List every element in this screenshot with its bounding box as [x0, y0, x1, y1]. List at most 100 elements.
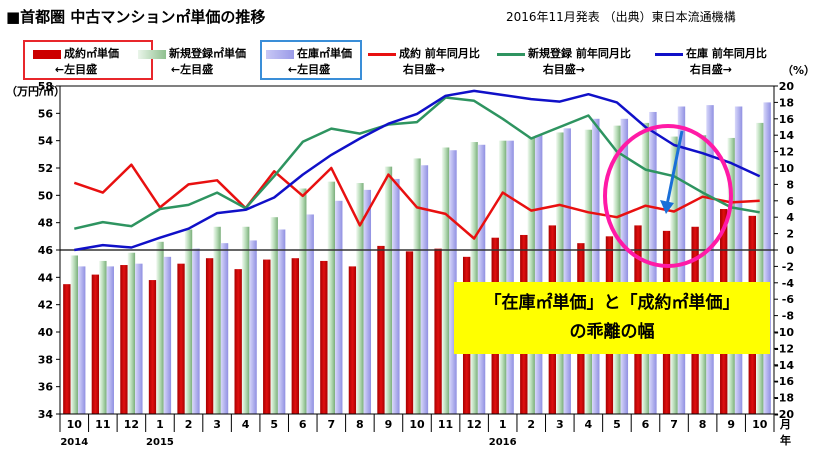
legend-item-new-listing-price: 新規登録㎡単価 ←左目盛: [138, 46, 246, 78]
x-tick-label: 1: [499, 418, 507, 431]
bar-new-listing-price: [498, 140, 507, 414]
left-axis-tick-label: 36: [38, 381, 54, 394]
right-axis-tick-label: -8: [782, 310, 794, 323]
x-year-label: 2016: [489, 437, 517, 448]
bar-contract-price: [434, 248, 442, 414]
bar-contract-price: [291, 258, 300, 414]
bar-contract-price: [205, 258, 214, 414]
left-axis-tick-label: 34: [38, 408, 54, 421]
x-tick-label: 8: [356, 418, 364, 431]
annotation-line-1: 「在庫㎡単価」と「成約㎡単価」: [484, 293, 740, 313]
right-axis-tick-label: 6: [786, 195, 794, 208]
bar-stock-price: [363, 189, 372, 414]
x-tick-label: 3: [213, 418, 221, 431]
bar-new-listing-price: [241, 226, 250, 414]
legend-swatch-new-listing-price: [138, 49, 166, 59]
bar-new-listing-price: [156, 241, 164, 414]
left-axis-tick-label: 44: [38, 271, 54, 284]
right-axis-tick-label: 18: [779, 96, 794, 109]
legend-label-stock-yoy: 在庫 前年同月比: [686, 47, 767, 60]
right-axis-tick-label: 4: [786, 211, 794, 224]
left-axis-tick-label: 46: [38, 244, 54, 257]
bar-contract-price: [120, 265, 128, 414]
x-year-label: 2014: [60, 437, 88, 448]
annotation-line-2: の乖離の幅: [569, 322, 655, 342]
right-axis-tick-label: -14: [774, 359, 794, 372]
legend-label-contract-price: 成約㎡単価: [64, 47, 119, 60]
right-axis-tick-label: -6: [782, 293, 795, 306]
annotation-callout: 「在庫㎡単価」と「成約㎡単価」 の乖離の幅: [454, 282, 770, 354]
line-stock-yoy: [74, 89, 761, 252]
x-tick-label: 11: [438, 418, 453, 431]
bar-contract-price: [234, 269, 242, 414]
x-tick-label: 5: [270, 418, 278, 431]
legend-swatch-contract-price: [33, 49, 61, 59]
x-tick-label: 4: [585, 418, 593, 431]
highlight-ellipse: [603, 124, 733, 268]
right-axis-tick-label: -18: [774, 392, 794, 405]
legend-sub-new-listing-price: ←左目盛: [170, 63, 214, 76]
x-tick-label: 7: [670, 418, 678, 431]
right-axis-tick-label: -12: [774, 342, 794, 355]
right-axis-tick-label: 14: [779, 129, 795, 142]
bar-stock-price: [563, 128, 571, 414]
bar-stock-price: [106, 266, 114, 414]
bar-stock-price: [163, 256, 172, 414]
left-axis-tick-label: 56: [38, 107, 54, 120]
x-tick-label: 8: [699, 418, 707, 431]
x-tick-label: 2: [185, 418, 193, 431]
left-axis-tick-label: 54: [38, 135, 54, 148]
legend-item-contract-yoy: 成約 前年同月比 右目盛→: [368, 46, 480, 78]
legend-swatch-stock-yoy: [655, 52, 683, 56]
left-axis-tick-label: 58: [38, 80, 53, 93]
right-axis-tick-label: -2: [782, 260, 794, 273]
left-axis-tick-label: 50: [38, 189, 54, 202]
right-axis-tick-label: -20: [774, 408, 794, 421]
bar-new-listing-price: [756, 122, 764, 415]
bar-new-listing-price: [327, 181, 336, 414]
left-axis-tick-label: 38: [38, 353, 53, 366]
bar-stock-price: [677, 106, 686, 414]
legend-sub-contract-price: ←左目盛: [54, 63, 98, 76]
legend-label-new-listing-price: 新規登録㎡単価: [169, 47, 246, 60]
bar-contract-price: [148, 280, 157, 414]
bar-stock-price: [706, 105, 714, 414]
x-tick-label: 1: [156, 418, 164, 431]
bar-new-listing-price: [670, 136, 678, 415]
bar-new-listing-price: [727, 137, 735, 414]
right-axis-tick-label: 16: [779, 113, 795, 126]
legend-highlight-box-red: [23, 40, 153, 80]
legend-swatch-stock-price: [266, 49, 294, 59]
bar-new-listing-price: [470, 142, 478, 415]
x-tick-label: 2: [527, 418, 535, 431]
bar-stock-price: [77, 266, 86, 414]
bar-stock-price: [534, 135, 543, 414]
bar-new-listing-price: [70, 255, 78, 414]
x-tick-label: 12: [466, 418, 481, 431]
bar-stock-price: [220, 243, 229, 414]
x-tick-label: 12: [124, 418, 139, 431]
legend-item-stock-yoy: 在庫 前年同月比 右目盛→: [655, 46, 767, 78]
right-axis-tick-label: 2: [786, 228, 794, 241]
bar-contract-price: [177, 263, 185, 414]
bar-stock-price: [249, 240, 257, 414]
bar-contract-price: [63, 284, 71, 414]
bar-stock-price: [306, 214, 314, 414]
x-tick-label: 10: [752, 418, 768, 431]
bar-stock-price: [763, 102, 771, 415]
x-tick-label: 6: [299, 418, 307, 431]
right-axis-tick-label: 8: [786, 178, 794, 191]
legend-swatch-contract-yoy: [368, 52, 396, 56]
left-axis-tick-label: 52: [38, 162, 53, 175]
bar-contract-price: [263, 259, 271, 414]
bar-new-listing-price: [384, 166, 393, 414]
legend-item-new-listing-yoy: 新規登録 前年同月比 右目盛→: [497, 46, 631, 78]
right-axis-tick-label: -10: [774, 326, 794, 339]
annotation-arrow: [665, 130, 684, 206]
right-axis-tick-label: 20: [779, 80, 795, 93]
bar-stock-price: [449, 150, 457, 414]
bar-new-listing-price: [356, 183, 364, 414]
x-tick-label: 7: [327, 418, 335, 431]
bar-new-listing-price: [184, 229, 193, 414]
